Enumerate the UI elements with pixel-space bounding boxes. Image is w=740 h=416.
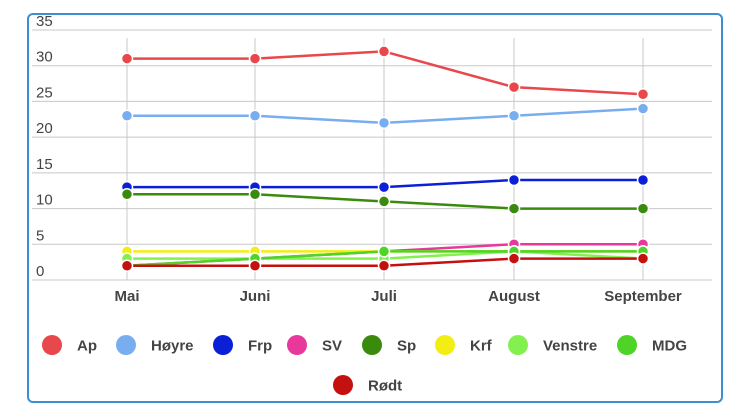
data-point[interactable] xyxy=(120,52,134,65)
legend-swatch xyxy=(617,335,637,355)
data-point[interactable] xyxy=(248,109,262,122)
data-point[interactable] xyxy=(377,195,391,208)
x-tick-label: August xyxy=(488,288,540,305)
x-tick-label: Juni xyxy=(240,288,271,305)
legend-label: Krf xyxy=(470,338,493,355)
data-point[interactable] xyxy=(507,252,521,265)
legend-item[interactable]: SV xyxy=(287,335,342,355)
legend-label: SV xyxy=(322,338,342,355)
y-axis-ticks: 0 5 10 15 20 25 30 35 xyxy=(36,13,53,280)
y-tick-label: 5 xyxy=(36,227,44,244)
data-point[interactable] xyxy=(248,52,262,65)
legend-swatch xyxy=(42,335,62,355)
data-point[interactable] xyxy=(636,88,650,101)
y-tick-label: 35 xyxy=(36,13,53,30)
y-tick-label: 25 xyxy=(36,84,53,101)
data-point[interactable] xyxy=(377,245,391,258)
legend-item[interactable]: Rødt xyxy=(333,375,402,395)
data-point[interactable] xyxy=(636,202,650,215)
y-tick-label: 30 xyxy=(36,49,53,66)
legend-label: Høyre xyxy=(151,338,194,355)
x-axis-ticks: Mai Juni Juli August September xyxy=(114,288,681,305)
legend-label: Frp xyxy=(248,338,272,355)
data-point[interactable] xyxy=(636,173,650,187)
legend-item[interactable]: Ap xyxy=(42,335,97,355)
series-1 xyxy=(120,102,650,130)
y-tick-label: 15 xyxy=(36,156,53,173)
legend: Ap Høyre Frp SV Sp Krf Venstre MDG Rødt xyxy=(42,335,687,395)
x-tick-label: Mai xyxy=(114,288,139,305)
legend-label: Rødt xyxy=(368,378,402,395)
series-4 xyxy=(120,188,650,215)
y-tick-label: 20 xyxy=(36,120,53,137)
legend-item[interactable]: Krf xyxy=(435,335,493,355)
data-point[interactable] xyxy=(507,202,521,215)
legend-item[interactable]: Venstre xyxy=(508,335,597,355)
x-tick-label: September xyxy=(604,288,682,305)
y-tick-label: 10 xyxy=(36,192,53,209)
legend-swatch xyxy=(287,335,307,355)
series-2 xyxy=(120,173,650,194)
data-point[interactable] xyxy=(636,252,650,265)
legend-item[interactable]: Sp xyxy=(362,335,416,355)
legend-item[interactable]: MDG xyxy=(617,335,687,355)
y-tick-label: 0 xyxy=(36,263,44,280)
legend-label: Venstre xyxy=(543,338,597,355)
data-point[interactable] xyxy=(377,45,391,58)
data-point[interactable] xyxy=(120,188,134,201)
data-point[interactable] xyxy=(377,259,391,272)
data-point[interactable] xyxy=(507,109,521,122)
legend-item[interactable]: Frp xyxy=(213,335,272,355)
data-point[interactable] xyxy=(248,259,262,272)
data-point[interactable] xyxy=(120,259,134,272)
legend-swatch xyxy=(435,335,455,355)
series-line xyxy=(127,50,644,96)
series-0 xyxy=(120,45,650,101)
data-point[interactable] xyxy=(507,173,521,187)
series-8 xyxy=(120,252,650,272)
legend-swatch xyxy=(213,335,233,355)
legend-swatch xyxy=(116,335,136,355)
x-tick-label: Juli xyxy=(371,288,397,305)
series-layer xyxy=(120,45,650,272)
data-point[interactable] xyxy=(377,180,391,194)
data-point[interactable] xyxy=(120,109,134,122)
data-point[interactable] xyxy=(636,102,650,115)
legend-label: Ap xyxy=(77,338,97,355)
data-point[interactable] xyxy=(507,80,521,94)
data-point[interactable] xyxy=(377,116,391,130)
legend-swatch xyxy=(508,335,528,355)
legend-item[interactable]: Høyre xyxy=(116,335,194,355)
legend-label: Sp xyxy=(397,338,416,355)
legend-swatch xyxy=(362,335,382,355)
data-point[interactable] xyxy=(248,188,262,201)
legend-swatch xyxy=(333,375,353,395)
grid xyxy=(32,29,712,281)
legend-label: MDG xyxy=(652,338,687,355)
